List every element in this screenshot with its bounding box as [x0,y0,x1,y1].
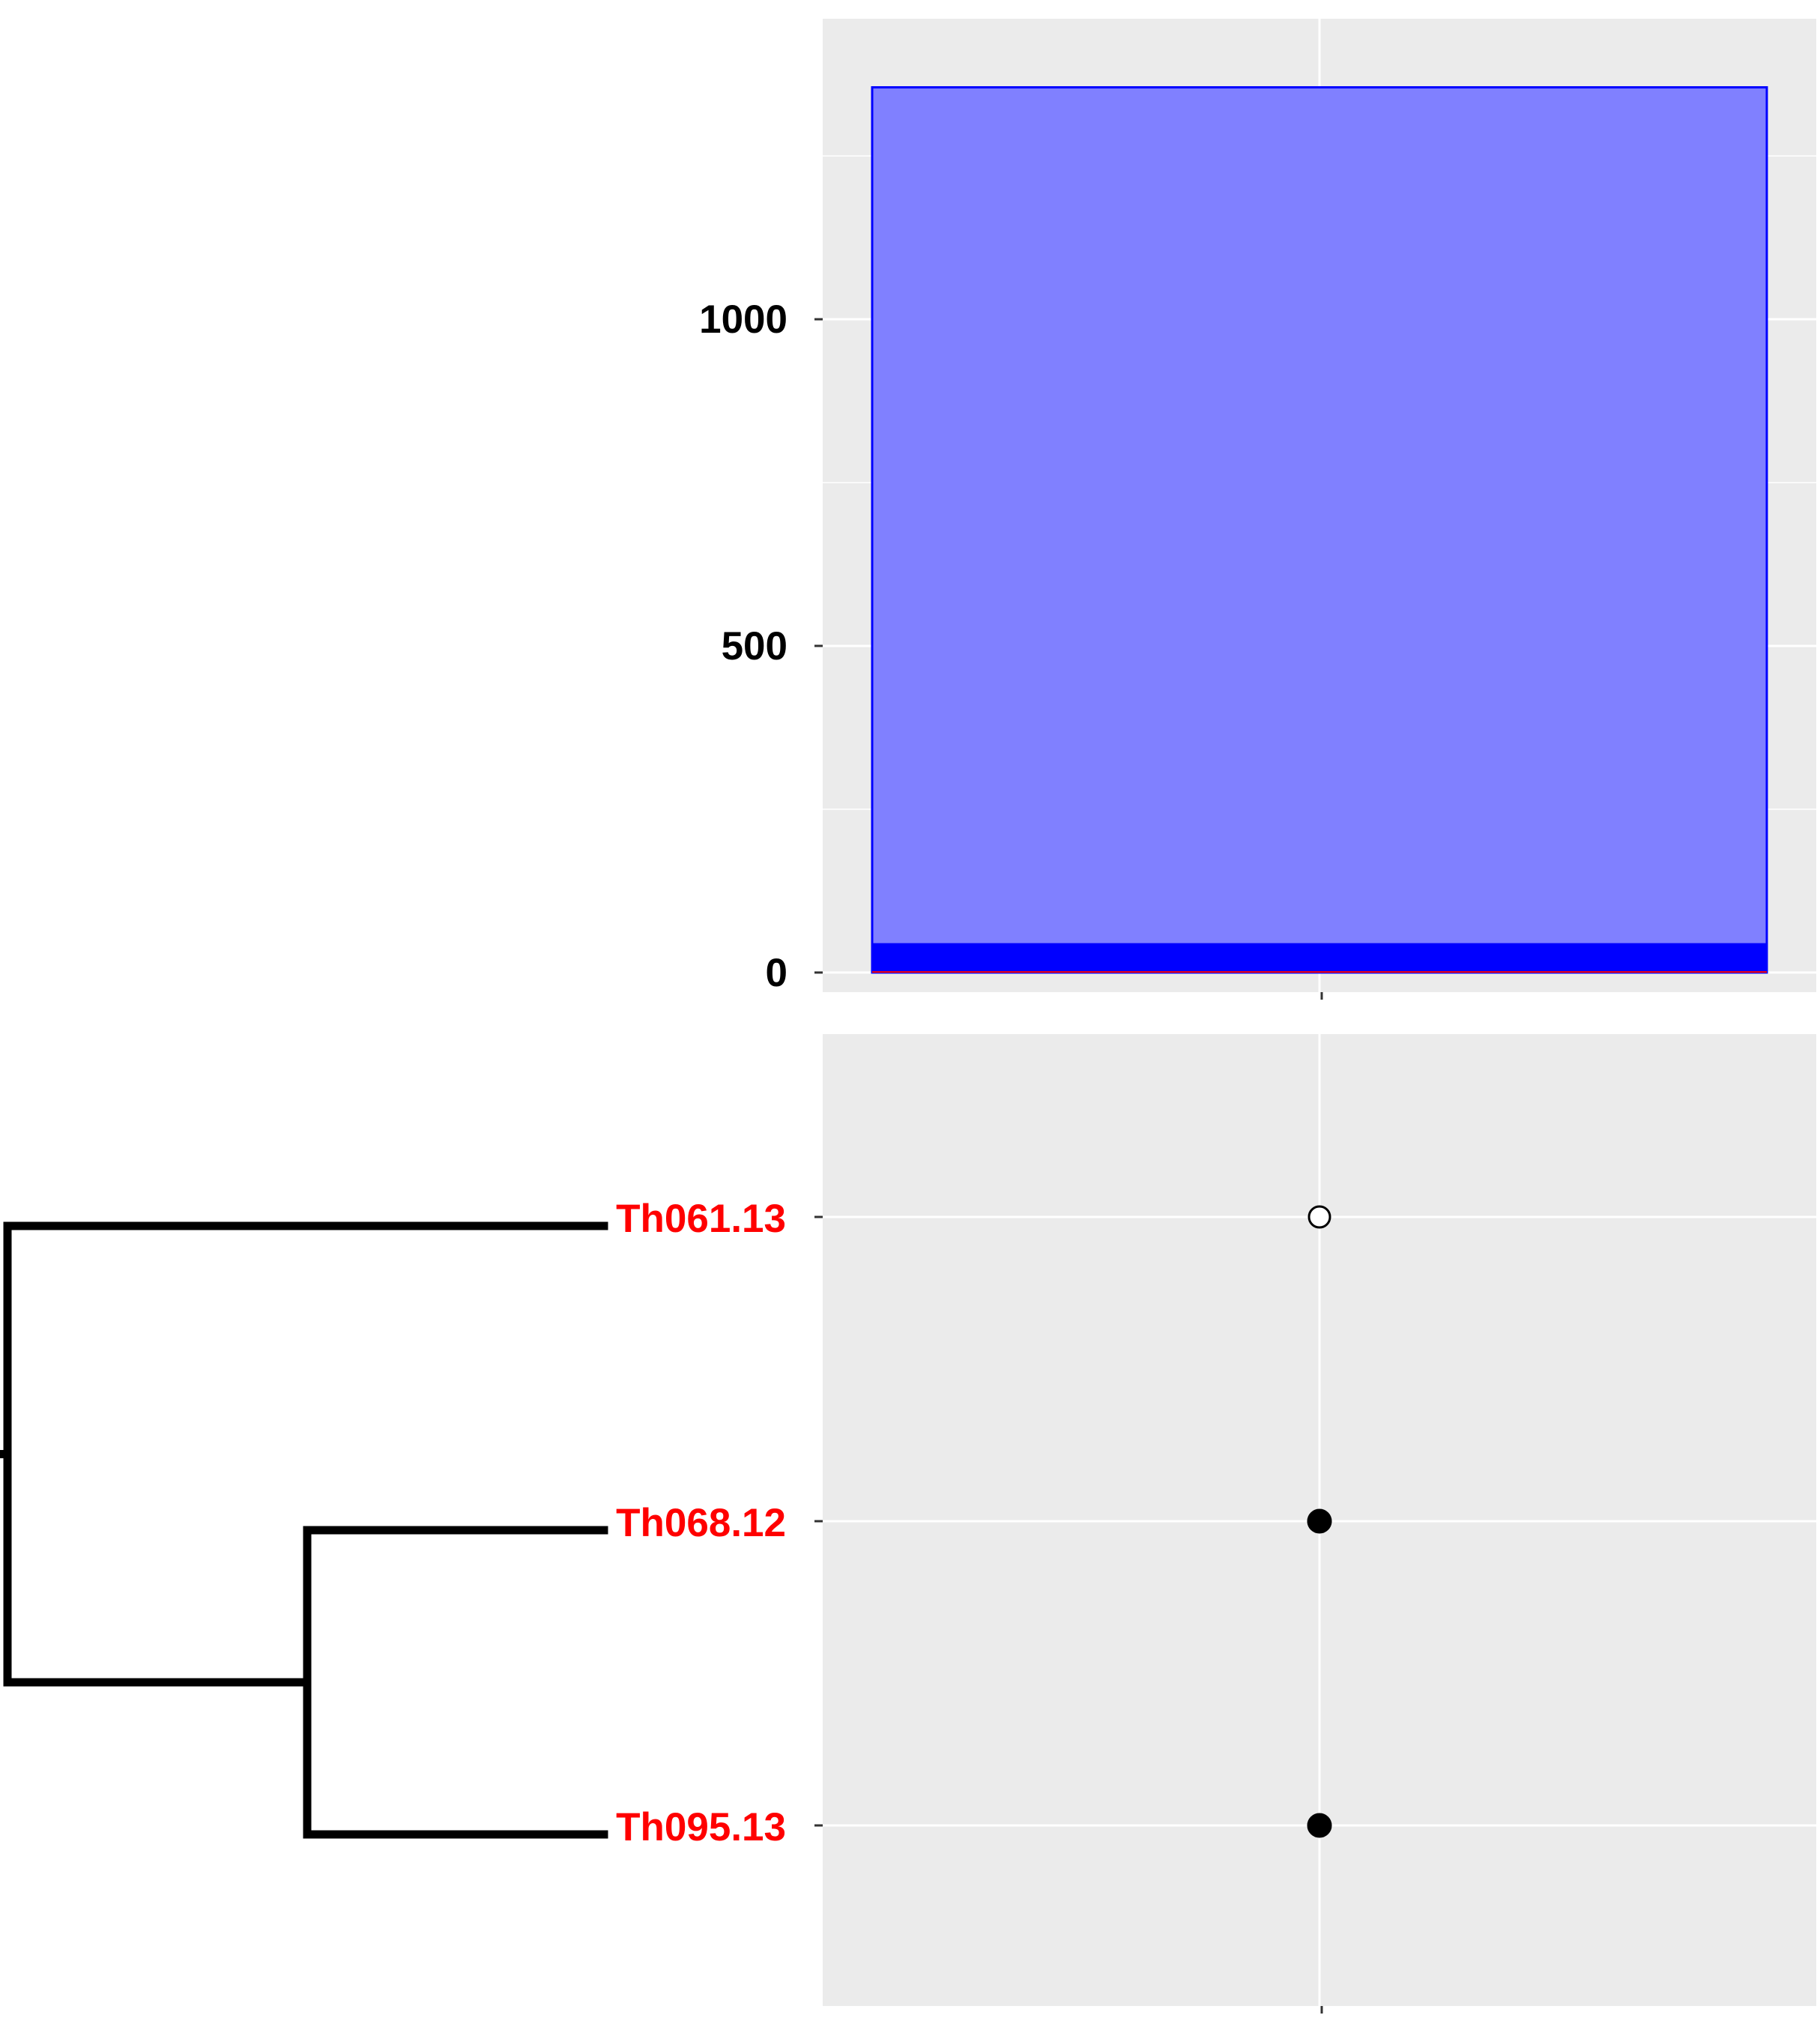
dot-plot-panel: Th061.13 Th068.12 Th095.13 [616,1034,1816,2014]
bar-y-tick-label: 0 [766,951,787,995]
dot-point [1307,1813,1332,1838]
dot-point [1307,1205,1331,1229]
bar-y-tick-label: 1000 [699,297,787,342]
dot-point [1307,1508,1332,1534]
dot-y-tick-label: Th068.12 [616,1501,786,1545]
bar-series-0 [871,86,1768,974]
dendrogram [0,1221,608,1839]
bar-y-axis: 0 500 1000 [699,297,823,995]
bar-chart-panel: 0 500 1000 [699,19,1816,1000]
bar-series-2 [872,971,1767,973]
bar-series-1 [872,943,1767,973]
bar-y-tick-label: 500 [722,624,787,668]
dot-y-axis: Th061.13 Th068.12 Th095.13 [616,1197,823,1849]
dot-y-tick-label: Th095.13 [616,1805,786,1849]
bar-series [871,86,1768,974]
dendrogram-inner-clade [303,1526,608,1839]
dot-series [1307,1205,1332,1838]
dot-y-tick-label: Th061.13 [616,1197,786,1241]
